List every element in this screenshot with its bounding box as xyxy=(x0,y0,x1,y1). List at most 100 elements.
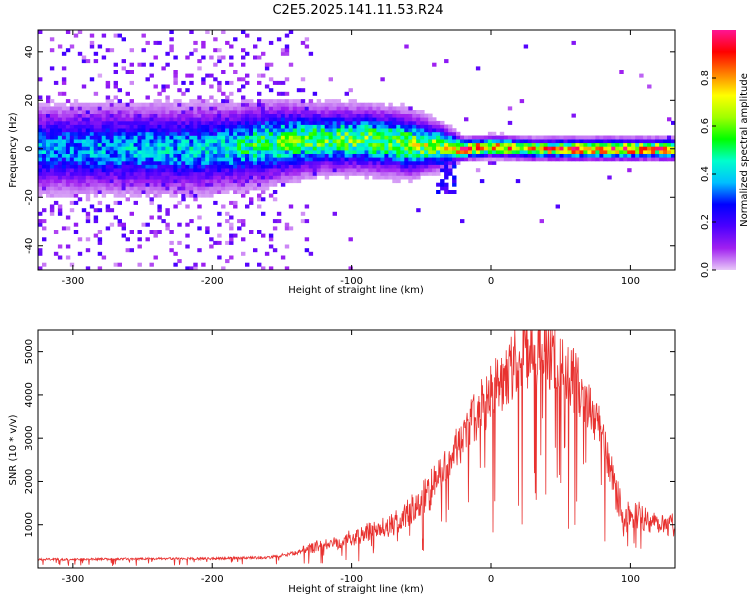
heatmap-cell xyxy=(241,30,246,34)
heatmap-cell xyxy=(272,110,278,114)
heatmap-cell xyxy=(392,135,397,140)
heatmap-cell xyxy=(105,182,111,187)
heatmap-cell xyxy=(217,117,222,122)
heatmap-cell xyxy=(193,124,198,129)
heatmap-cell xyxy=(316,99,322,104)
heatmap-cell xyxy=(113,168,118,173)
heatmap-cell xyxy=(89,117,95,122)
heatmap-cell xyxy=(404,150,409,154)
heatmap-cell xyxy=(205,175,210,180)
heatmap-cell xyxy=(49,150,55,154)
heatmap-cell xyxy=(57,150,63,154)
heatmap-cell xyxy=(292,164,298,169)
heatmap-cell xyxy=(205,124,210,129)
heatmap-cell xyxy=(360,150,365,154)
heatmap-cell xyxy=(348,146,353,151)
heatmap-cell xyxy=(205,30,210,34)
heatmap-cell xyxy=(663,139,668,144)
heatmap-cell xyxy=(133,142,138,147)
heatmap-cell xyxy=(376,157,381,162)
heatmap-cell xyxy=(328,131,333,136)
x-tick-label: -100 xyxy=(340,574,363,585)
heatmap-cell xyxy=(117,139,122,144)
heatmap-cell xyxy=(61,120,67,125)
heatmap-cell xyxy=(221,110,226,114)
heatmap-cell xyxy=(579,153,584,158)
heatmap-cell xyxy=(519,150,525,154)
heatmap-cell xyxy=(241,164,246,169)
heatmap-cell xyxy=(237,139,242,144)
heatmap-cell xyxy=(475,146,481,151)
heatmap-cell xyxy=(667,139,672,144)
heatmap-cell xyxy=(57,168,63,173)
heatmap-cell xyxy=(308,102,314,107)
heatmap-cell xyxy=(85,113,91,118)
heatmap-cell xyxy=(551,153,556,158)
heatmap-cell xyxy=(328,168,333,173)
colorbar-tick-label: 0.4 xyxy=(700,166,711,182)
heatmap-cell xyxy=(356,120,361,125)
heatmap-cell xyxy=(53,153,59,158)
heatmap-cell xyxy=(221,150,226,154)
heatmap-cell xyxy=(217,164,222,169)
heatmap-cell xyxy=(328,142,333,147)
heatmap-cell xyxy=(125,142,130,147)
heatmap-cell xyxy=(65,99,71,104)
heatmap-cell xyxy=(328,99,333,104)
heatmap-cell xyxy=(372,146,377,151)
heatmap-cell xyxy=(141,113,146,118)
heatmap-cell xyxy=(392,131,397,136)
heatmap-cell xyxy=(173,128,178,133)
heatmap-cell xyxy=(61,142,67,147)
heatmap-cell xyxy=(241,99,246,104)
heatmap-cell xyxy=(46,179,51,184)
heatmap-cell xyxy=(105,117,111,122)
heatmap-cell xyxy=(599,142,604,147)
heatmap-cell xyxy=(117,179,122,184)
heatmap-cell xyxy=(237,219,242,224)
heatmap-cell xyxy=(97,117,103,122)
heatmap-cell xyxy=(312,91,318,96)
heatmap-cell xyxy=(101,113,107,118)
heatmap-cell xyxy=(344,164,349,169)
heatmap-cell xyxy=(65,193,71,198)
heatmap-cell xyxy=(444,182,449,187)
heatmap-cell xyxy=(109,168,115,173)
heatmap-cell xyxy=(384,110,389,114)
heatmap-cell xyxy=(213,168,218,173)
heatmap-cell xyxy=(145,110,150,114)
heatmap-cell xyxy=(416,150,421,154)
heatmap-cell xyxy=(436,168,441,173)
heatmap-cell xyxy=(225,106,230,111)
heatmap-cell xyxy=(428,128,433,133)
heatmap-cell xyxy=(253,168,258,173)
heatmap-cell xyxy=(264,139,270,144)
heatmap-cell xyxy=(264,150,270,154)
heatmap-cell xyxy=(181,80,186,85)
heatmap-cell xyxy=(213,120,218,125)
heatmap-cell xyxy=(296,168,302,173)
heatmap-cell xyxy=(539,153,544,158)
heatmap-cell xyxy=(296,117,302,122)
heatmap-cell xyxy=(436,139,441,144)
heatmap-cell xyxy=(360,153,365,158)
heatmap-cell xyxy=(356,102,361,107)
heatmap-cell xyxy=(153,142,158,147)
heatmap-cell xyxy=(101,160,107,165)
heatmap-cell xyxy=(388,142,393,147)
heatmap-cell xyxy=(65,179,71,184)
heatmap-cell xyxy=(53,171,59,176)
heatmap-cell xyxy=(257,113,262,118)
heatmap-cell xyxy=(671,153,676,158)
heatmap-cell xyxy=(487,131,493,136)
heatmap-cell xyxy=(237,128,242,133)
heatmap-cell xyxy=(332,120,337,125)
heatmap-cell xyxy=(69,157,75,162)
heatmap-cell xyxy=(237,113,242,118)
heatmap-cell xyxy=(261,175,266,180)
heatmap-cell xyxy=(292,106,298,111)
heatmap-cell xyxy=(69,124,75,129)
heatmap-cell xyxy=(209,135,214,140)
heatmap-cell xyxy=(233,171,238,176)
heatmap-cell xyxy=(81,139,87,144)
